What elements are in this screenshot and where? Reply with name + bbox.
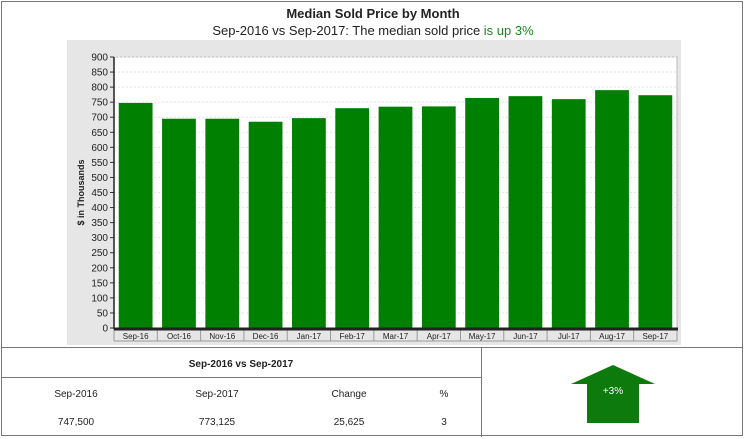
subtitle-highlight: is up 3% [483, 23, 534, 38]
x-tick-label: Mar-17 [383, 332, 409, 341]
bar-oct-16 [162, 118, 196, 328]
chart-subtitle: Sep-2016 vs Sep-2017: The median sold pr… [0, 23, 746, 38]
up-arrow-icon [571, 365, 655, 423]
x-tick-label: Feb-17 [340, 332, 366, 341]
bar-nov-16 [205, 118, 240, 328]
y-tick-label: 600 [91, 143, 108, 154]
y-tick-label: 400 [91, 203, 108, 214]
y-tick-label: 650 [91, 128, 108, 139]
x-tick-label: Jul-17 [558, 332, 580, 341]
y-tick-label: 200 [91, 263, 108, 274]
value-change: 25,625 [333, 417, 365, 428]
bar-aug-17 [595, 90, 629, 328]
y-tick-label: 300 [91, 233, 108, 244]
table-divider [1, 377, 481, 378]
y-tick-label: 800 [91, 83, 108, 94]
bottom-panel: Sep-2016 vs Sep-2017 Sep-2016 Sep-2017 C… [1, 347, 743, 437]
y-tick-label: 500 [91, 173, 108, 184]
bar-may-17 [465, 97, 500, 328]
y-tick-label: 250 [91, 248, 108, 259]
bar-feb-17 [335, 108, 370, 328]
y-tick-label: 150 [91, 278, 108, 289]
x-tick-label: Nov-16 [209, 332, 235, 341]
y-tick-label: 50 [97, 308, 109, 319]
header-percent: % [439, 389, 449, 400]
x-tick-label: Jan-17 [297, 332, 322, 341]
bar-jun-17 [508, 96, 543, 329]
x-tick-label: Dec-16 [253, 332, 279, 341]
bar-mar-17 [378, 106, 413, 328]
bar-jan-17 [291, 118, 326, 329]
value-sep-2017: 773,125 [198, 417, 236, 428]
x-tick-label: Sep-16 [123, 332, 149, 341]
chart-title: Median Sold Price by Month [286, 6, 460, 21]
y-axis-label: $ in Thousands [76, 159, 86, 225]
x-tick-label: May-17 [469, 332, 496, 341]
comparison-table: Sep-2016 vs Sep-2017 Sep-2016 Sep-2017 C… [1, 348, 482, 437]
subtitle-text: Sep-2016 vs Sep-2017: The median sold pr… [212, 23, 484, 38]
y-tick-label: 550 [91, 158, 108, 169]
header-change: Change [331, 389, 367, 400]
x-tick-label: Aug-17 [599, 332, 625, 341]
bar-sep-16 [118, 102, 153, 329]
bar-sep-17 [638, 95, 673, 328]
y-tick-label: 700 [91, 113, 108, 124]
bar-apr-17 [421, 106, 456, 328]
median-price-bar-chart: 0 50 100 150 200 250 300 350 400 450 500 550 600 650 7… [76, 53, 678, 342]
x-tick-label: Apr-17 [427, 332, 452, 341]
y-tick-label: 900 [91, 53, 108, 64]
y-tick-label: 100 [91, 293, 108, 304]
header-sep-2017: Sep-2017 [195, 389, 239, 400]
y-tick-label: 850 [91, 68, 108, 79]
bar-dec-16 [248, 121, 283, 328]
trend-label: +3% [602, 386, 624, 397]
x-tick-label: Sep-17 [642, 332, 668, 341]
value-sep-2016: 747,500 [57, 417, 95, 428]
value-percent: 3 [441, 417, 447, 428]
trend-indicator: +3% [571, 365, 655, 423]
y-tick-label: 0 [102, 324, 108, 335]
y-tick-label: 750 [91, 98, 108, 109]
x-tick-label: Oct-16 [167, 332, 192, 341]
y-tick-label: 450 [91, 188, 108, 199]
y-tick-label: 350 [91, 218, 108, 229]
bar-jul-17 [551, 99, 586, 329]
comparison-title: Sep-2016 vs Sep-2017 [188, 359, 294, 370]
x-tick-label: Jun-17 [513, 332, 538, 341]
header-sep-2016: Sep-2016 [54, 389, 98, 400]
